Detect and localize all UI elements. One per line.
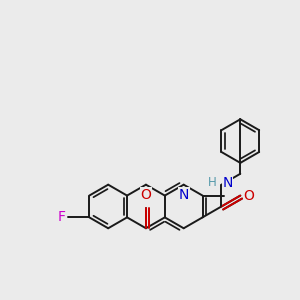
Text: O: O bbox=[243, 189, 254, 202]
Text: N: N bbox=[222, 176, 233, 190]
Text: O: O bbox=[140, 188, 152, 202]
Text: N: N bbox=[178, 188, 189, 202]
Text: F: F bbox=[58, 210, 65, 224]
Text: H: H bbox=[208, 176, 217, 189]
Text: O: O bbox=[140, 190, 152, 205]
